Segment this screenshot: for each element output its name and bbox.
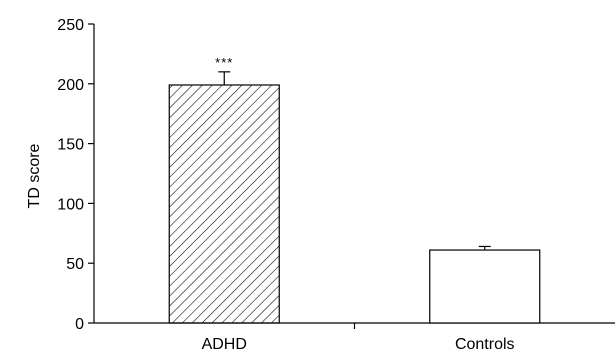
bar-adhd [168,84,280,324]
significance-label: *** [215,55,233,70]
plot-area: 0 50 100 150 200 250 ADHD *** Controls [57,17,615,353]
y-axis-title: TD score [26,143,43,208]
y-tick-label: 0 [75,316,84,333]
x-tick-label: ADHD [202,336,247,353]
y-tick-label: 150 [57,137,84,154]
y-tick-label: 250 [57,17,84,34]
y-tick-label: 100 [57,196,84,213]
bar-controls [429,249,541,324]
y-tick-label: 50 [66,256,84,273]
y-tick-label: 200 [57,77,84,94]
x-tick-label: Controls [455,336,515,353]
